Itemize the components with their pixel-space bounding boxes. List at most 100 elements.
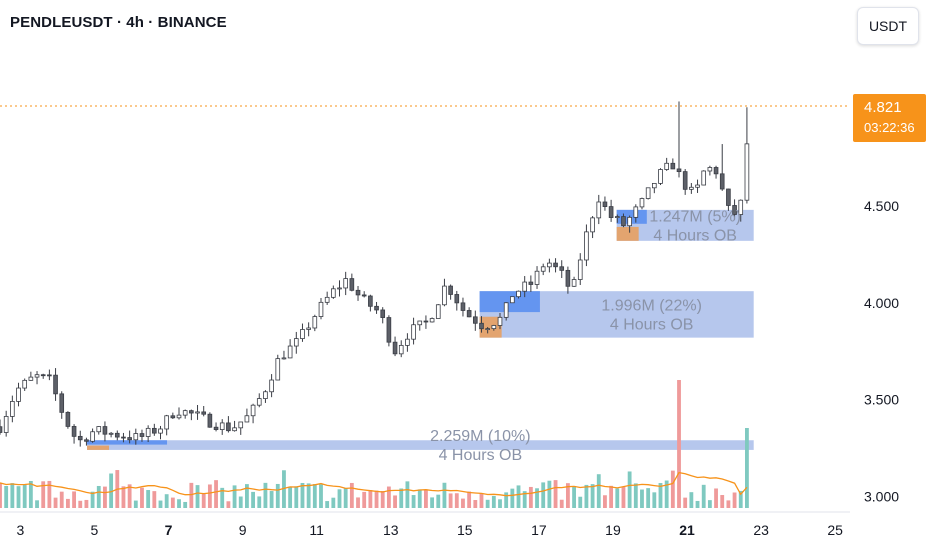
volume-bar	[140, 487, 144, 508]
volume-bar	[170, 497, 175, 508]
candle-body	[670, 162, 676, 170]
candle-body	[133, 433, 139, 441]
candle-body	[28, 376, 34, 381]
volume-layer	[0, 380, 749, 508]
volume-bar	[312, 484, 317, 508]
volume-bar	[121, 486, 126, 508]
candle-body	[331, 288, 336, 298]
price-axis-tick: 4.500	[864, 198, 899, 214]
volume-bar	[732, 492, 737, 508]
volume-bar	[677, 380, 681, 508]
currency-button[interactable]: USDT	[857, 7, 919, 45]
time-axis-tick: 5	[91, 522, 99, 538]
time-axis-tick: 9	[239, 522, 247, 538]
candle-body	[361, 294, 367, 297]
candle-body	[522, 281, 528, 292]
candle-body	[713, 167, 719, 175]
candle-body	[263, 391, 268, 399]
candle-body	[34, 374, 40, 378]
order-block-zone-3	[87, 440, 754, 450]
volume-bar	[4, 486, 9, 508]
volume-bar	[707, 500, 712, 508]
volume-bar	[627, 471, 632, 508]
candle-body	[121, 436, 126, 439]
candle-body	[466, 310, 472, 318]
candle-body	[701, 170, 707, 186]
order-block-value-label: 2.259M (10%)	[430, 428, 531, 445]
volume-bar	[738, 490, 743, 508]
volume-bar	[504, 492, 509, 508]
time-axis-tick: 25	[827, 522, 843, 538]
volume-bar	[485, 499, 490, 508]
time-axis[interactable]: 3 5 7 9 11 13 15 17 19 21 23 25	[0, 511, 850, 538]
candle-body	[47, 374, 52, 377]
candle-body	[59, 393, 65, 413]
price-axis-tick: 3.500	[864, 392, 899, 408]
candle-body	[127, 437, 132, 441]
candle-body	[40, 374, 46, 377]
candle-body	[695, 184, 700, 188]
chart-title: PENDLEUSDT · 4h · BINANCE	[10, 14, 227, 31]
candle-body	[170, 415, 176, 419]
volume-bar	[683, 497, 688, 508]
order-block-type-label: 4 Hours OB	[610, 316, 694, 333]
volume-bar	[726, 500, 731, 508]
candle-body	[627, 216, 632, 227]
order-block-value-label: 1.996M (22%)	[601, 297, 702, 314]
candle-body	[386, 317, 392, 343]
volume-bar	[510, 488, 515, 508]
candle-body	[621, 216, 626, 227]
volume-bar	[103, 486, 107, 508]
candle-body	[219, 422, 225, 430]
candle-body	[90, 431, 95, 442]
candle-body	[429, 318, 435, 323]
candle-body	[454, 294, 460, 304]
candle-body	[528, 281, 534, 285]
candle-body	[652, 182, 657, 189]
candle-body	[232, 427, 237, 432]
volume-bar	[745, 428, 749, 508]
volume-bar	[201, 493, 206, 508]
candle-body	[608, 206, 614, 218]
price-axis-tick: 4.000	[864, 295, 899, 311]
order-block-origin-3	[87, 445, 110, 450]
volume-bar	[16, 486, 21, 508]
time-axis-tick: 19	[605, 522, 621, 538]
volume-bar	[572, 486, 576, 508]
volume-bar	[640, 489, 644, 508]
candle-body	[577, 259, 583, 280]
volume-bar	[405, 481, 410, 508]
volume-bar	[65, 498, 70, 508]
candle-body	[732, 205, 737, 215]
volume-bar	[238, 496, 243, 508]
candle-body	[380, 309, 386, 318]
volume-bar	[442, 482, 447, 508]
volume-bar	[263, 482, 268, 508]
candle-body	[639, 198, 645, 208]
volume-bar	[424, 489, 428, 508]
volume-bar	[195, 485, 200, 508]
candle-body	[435, 304, 441, 319]
candle-body	[182, 410, 188, 416]
candle-body	[516, 290, 521, 298]
candle-body	[343, 278, 348, 289]
volume-bar	[473, 499, 478, 508]
candle-body	[287, 345, 293, 359]
time-axis-tick: 17	[531, 522, 547, 538]
candle-body	[738, 199, 744, 215]
order-block-highlight-2	[479, 291, 540, 313]
candle-body	[565, 269, 571, 287]
volume-bar	[10, 483, 15, 508]
candle-body	[207, 413, 213, 428]
volume-bar	[59, 491, 64, 508]
volume-bar	[448, 493, 453, 508]
candle-body	[293, 338, 299, 347]
volume-bar	[72, 491, 76, 508]
candle-body	[602, 201, 608, 207]
candle-body	[682, 171, 688, 190]
time-axis-tick: 3	[16, 522, 24, 538]
volume-bar	[275, 483, 280, 508]
last-price-value: 4.821	[864, 99, 902, 116]
